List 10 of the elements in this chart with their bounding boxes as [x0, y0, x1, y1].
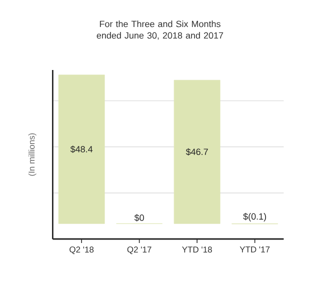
data-label: $0 — [134, 214, 144, 222]
x-tick-label: YTD '17 — [240, 246, 270, 252]
data-label: $48.4 — [70, 146, 93, 153]
data-label: $(0.1) — [243, 212, 266, 222]
x-tick-label: Q2 '17 — [127, 246, 152, 254]
x-tick-label: Q2 '18 — [70, 246, 94, 254]
y-axis-title: (In millions) — [28, 133, 36, 176]
chart-title: For the Three and Six Months ended June 30, 2018 and 2017 — [96, 20, 224, 40]
x-tick-label: YTD '18 — [182, 246, 212, 253]
data-label: $46.7 — [186, 148, 208, 156]
